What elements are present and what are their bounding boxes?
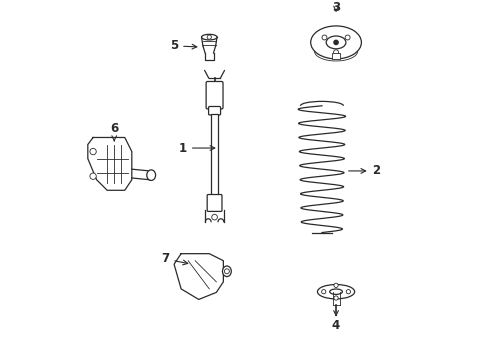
- Polygon shape: [88, 138, 132, 190]
- Circle shape: [321, 35, 326, 40]
- Text: 5: 5: [170, 40, 197, 53]
- Text: 1: 1: [179, 141, 214, 154]
- FancyBboxPatch shape: [211, 114, 217, 195]
- Circle shape: [333, 296, 338, 300]
- Circle shape: [224, 269, 229, 274]
- Polygon shape: [174, 254, 223, 300]
- Ellipse shape: [329, 289, 342, 294]
- FancyBboxPatch shape: [208, 107, 220, 115]
- FancyBboxPatch shape: [207, 194, 222, 211]
- Circle shape: [207, 35, 211, 39]
- Ellipse shape: [317, 284, 354, 299]
- Text: 2: 2: [348, 165, 380, 177]
- Ellipse shape: [146, 170, 155, 180]
- Text: 4: 4: [331, 311, 340, 332]
- Circle shape: [90, 173, 96, 179]
- Ellipse shape: [310, 26, 361, 59]
- FancyBboxPatch shape: [206, 81, 223, 109]
- Ellipse shape: [222, 266, 231, 276]
- Circle shape: [346, 289, 350, 294]
- Circle shape: [333, 40, 338, 45]
- Circle shape: [90, 148, 96, 155]
- Circle shape: [345, 35, 349, 40]
- Circle shape: [333, 50, 338, 55]
- Text: 3: 3: [331, 1, 340, 14]
- Ellipse shape: [325, 36, 345, 49]
- FancyBboxPatch shape: [331, 53, 340, 59]
- Circle shape: [321, 289, 325, 294]
- Ellipse shape: [201, 34, 217, 40]
- Text: 6: 6: [110, 122, 118, 141]
- Text: 7: 7: [161, 252, 187, 265]
- Circle shape: [333, 283, 338, 288]
- Circle shape: [211, 214, 217, 220]
